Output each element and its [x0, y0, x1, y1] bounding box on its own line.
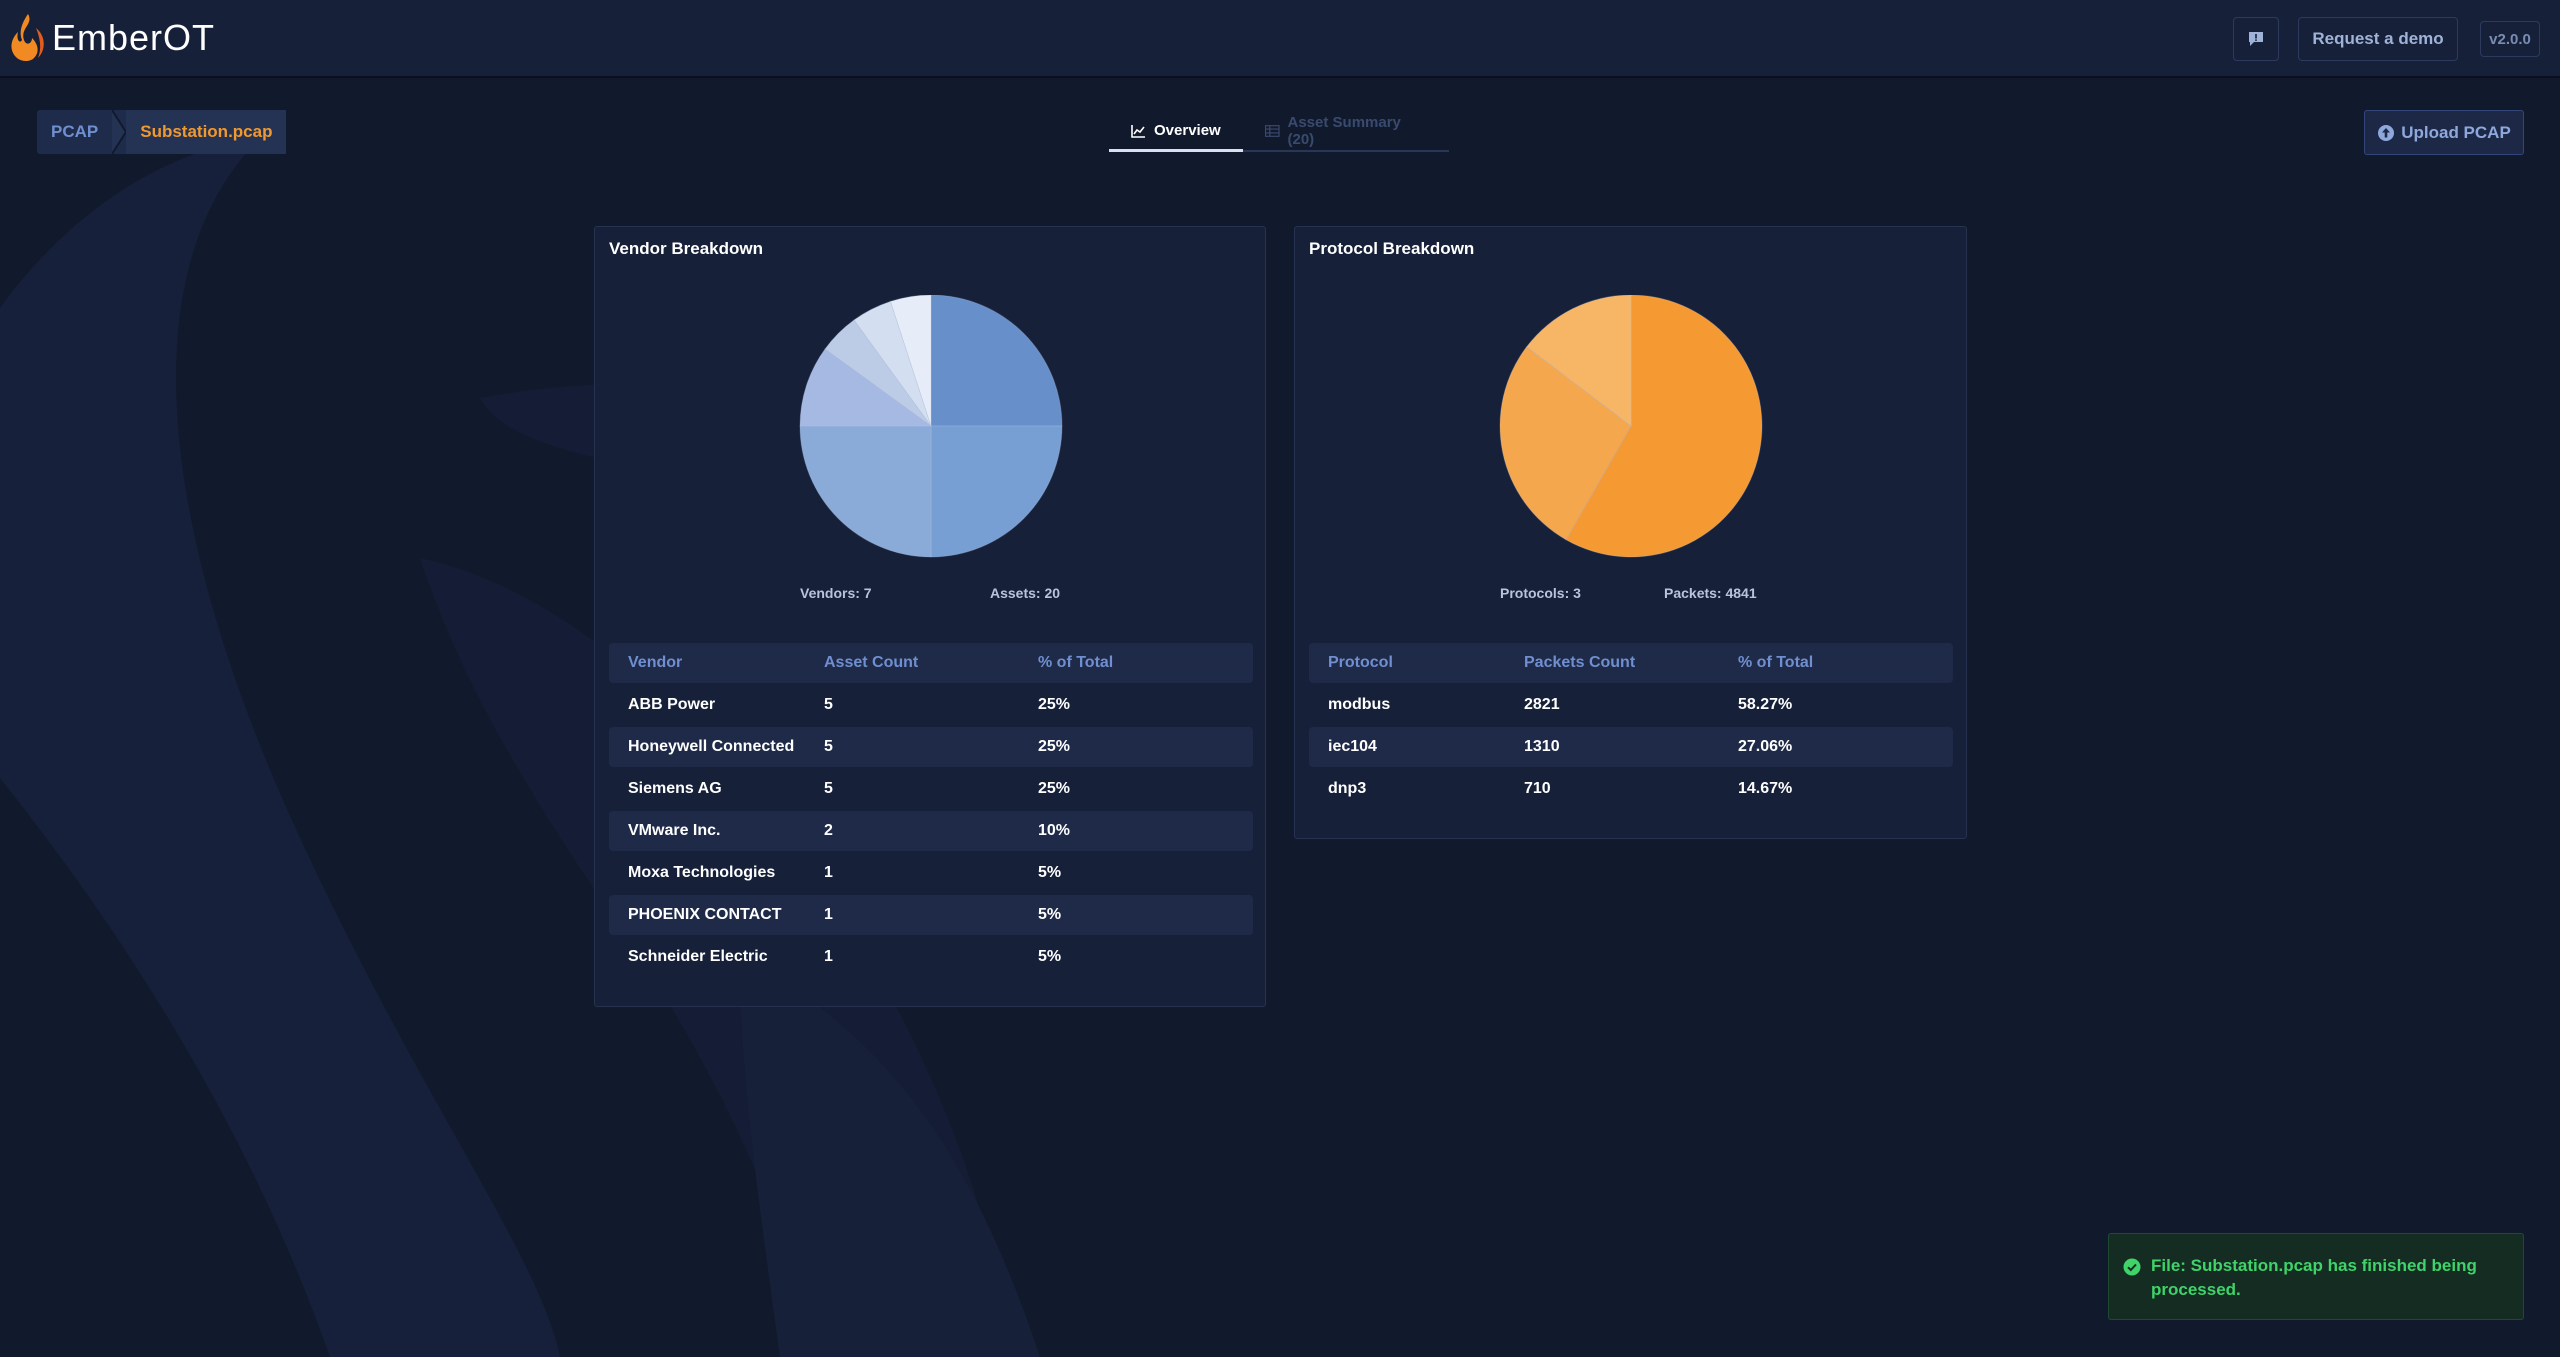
vendor-name: PHOENIX CONTACT — [628, 906, 782, 923]
column-header-packets-count[interactable]: Packets Count — [1524, 654, 1636, 671]
upload-circle-icon — [2378, 124, 2395, 141]
percent-of-total: 5% — [1038, 906, 1062, 923]
breadcrumb-root-pcap[interactable]: PCAP — [51, 122, 99, 141]
packets-count: 2821 — [1524, 696, 1560, 713]
packets-count: 1310 — [1524, 738, 1560, 755]
column-header-vendor[interactable]: Vendor — [628, 654, 683, 671]
table-row[interactable]: VMware Inc. 2 10% — [609, 811, 1253, 851]
vendor-name: Schneider Electric — [628, 948, 768, 965]
breadcrumb-separator-icon — [112, 110, 127, 154]
vendor-count-stat: Vendors: 7 — [800, 585, 872, 601]
breadcrumb: PCAP Substation.pcap — [37, 110, 287, 154]
protocol-table: Protocol Packets Count % of Total modbus… — [1309, 643, 1953, 809]
asset-count-stat: Assets: 20 — [990, 585, 1061, 601]
asset-count: 5 — [824, 696, 833, 713]
protocol-table-header: Protocol Packets Count % of Total — [1309, 643, 1953, 683]
success-toast[interactable]: File: Substation.pcap has finished being… — [2108, 1233, 2524, 1320]
tab-asset-summary[interactable]: Asset Summary (20) — [1243, 112, 1449, 152]
asset-count: 1 — [824, 906, 833, 923]
pie-slice-siemens-ag[interactable] — [799, 425, 932, 558]
pie-slice-moxa-technologies[interactable] — [824, 319, 932, 427]
comment-icon — [2249, 32, 2263, 46]
vendor-name: ABB Power — [628, 696, 716, 713]
flame-icon — [11, 14, 44, 61]
table-icon — [1265, 125, 1280, 137]
packet-count-stat: Packets: 4841 — [1664, 585, 1757, 601]
protocol-stats: Protocols: 3 Packets: 4841 — [1500, 585, 1757, 601]
asset-count: 5 — [824, 738, 833, 755]
asset-count: 1 — [824, 864, 833, 881]
column-header-percent[interactable]: % of Total — [1038, 654, 1114, 671]
request-demo-button[interactable]: Request a demo — [2298, 17, 2458, 61]
percent-of-total: 58.27% — [1738, 696, 1793, 713]
toast-message: File: Substation.pcap has finished being… — [2151, 1256, 2477, 1299]
percent-of-total: 5% — [1038, 948, 1062, 965]
pie-slice-iec104[interactable] — [1499, 346, 1632, 541]
protocol-card-title: Protocol Breakdown — [1309, 239, 1475, 258]
protocol-pie-chart — [1499, 295, 1763, 558]
breadcrumb-current-file: Substation.pcap — [126, 110, 287, 154]
percent-of-total: 14.67% — [1738, 780, 1793, 797]
pie-slice-schneider-electric[interactable] — [889, 295, 932, 427]
asset-count: 1 — [824, 948, 833, 965]
table-row[interactable]: modbus 2821 58.27% — [1309, 685, 1953, 725]
vendor-table-header: Vendor Asset Count % of Total — [609, 643, 1253, 683]
vendor-name: Moxa Technologies — [628, 864, 776, 881]
tab-overview-label: Overview — [1154, 122, 1221, 139]
column-header-protocol[interactable]: Protocol — [1328, 654, 1393, 671]
vendor-table: Vendor Asset Count % of Total ABB Power … — [609, 643, 1253, 977]
vendor-name: VMware Inc. — [628, 822, 721, 839]
percent-of-total: 25% — [1038, 780, 1071, 797]
protocol-name: dnp3 — [1328, 780, 1367, 797]
percent-of-total: 25% — [1038, 696, 1071, 713]
percent-of-total: 5% — [1038, 864, 1062, 881]
tab-overview[interactable]: Overview — [1109, 112, 1243, 152]
vendor-pie-chart — [799, 295, 1063, 558]
upload-pcap-button[interactable]: Upload PCAP — [2364, 110, 2524, 155]
table-row[interactable]: PHOENIX CONTACT 1 5% — [609, 895, 1253, 935]
percent-of-total: 27.06% — [1738, 738, 1793, 755]
table-row[interactable]: Moxa Technologies 1 5% — [609, 853, 1253, 893]
view-tabs: Overview Asset Summary (20) — [1109, 112, 1449, 152]
table-row[interactable]: Siemens AG 5 25% — [609, 769, 1253, 809]
pie-slice-vmware-inc-[interactable] — [799, 348, 933, 427]
tab-asset-summary-label: Asset Summary (20) — [1287, 114, 1401, 148]
percent-of-total: 25% — [1038, 738, 1071, 755]
line-chart-icon — [1131, 124, 1145, 138]
pie-slice-modbus[interactable] — [1565, 295, 1763, 558]
pie-slice-phoenix-contact[interactable] — [853, 300, 932, 427]
vendor-name: Honeywell Connected — [628, 738, 795, 755]
background-flame-watermark — [0, 138, 1120, 1357]
vendor-card-title: Vendor Breakdown — [609, 239, 763, 258]
protocol-breakdown-card: Protocol Breakdown Protocols: 3 Packets:… — [1294, 226, 1967, 839]
check-circle-icon — [2123, 1258, 2141, 1276]
version-badge: v2.0.0 — [2480, 21, 2540, 57]
app-name: EmberOT — [52, 17, 216, 58]
percent-of-total: 10% — [1038, 822, 1071, 839]
asset-count: 2 — [824, 822, 833, 839]
asset-count: 5 — [824, 780, 833, 797]
table-row[interactable]: Honeywell Connected 5 25% — [609, 727, 1253, 767]
vendor-name: Siemens AG — [628, 780, 722, 797]
table-row[interactable]: Schneider Electric 1 5% — [609, 937, 1253, 977]
protocol-name: iec104 — [1328, 738, 1377, 755]
upload-pcap-label: Upload PCAP — [2401, 122, 2511, 142]
column-header-percent[interactable]: % of Total — [1738, 654, 1814, 671]
pie-slice-abb-power[interactable] — [930, 295, 1063, 427]
app-logo[interactable]: EmberOT — [6, 12, 215, 64]
pie-slice-honeywell-connected[interactable] — [930, 425, 1063, 558]
top-navigation-bar: EmberOT Request a demo v2.0.0 — [0, 0, 2560, 78]
protocol-name: modbus — [1328, 696, 1391, 713]
vendor-breakdown-card: Vendor Breakdown Vendors: 7 Assets: 20 V… — [594, 226, 1266, 1007]
vendor-stats: Vendors: 7 Assets: 20 — [800, 585, 1060, 601]
packets-count: 710 — [1524, 780, 1551, 797]
protocol-count-stat: Protocols: 3 — [1500, 585, 1581, 601]
feedback-button[interactable] — [2233, 17, 2279, 61]
table-row[interactable]: iec104 1310 27.06% — [1309, 727, 1953, 767]
pie-slice-dnp3[interactable] — [1525, 295, 1632, 428]
table-row[interactable]: dnp3 710 14.67% — [1309, 769, 1953, 809]
column-header-asset-count[interactable]: Asset Count — [824, 654, 919, 671]
table-row[interactable]: ABB Power 5 25% — [609, 685, 1253, 725]
